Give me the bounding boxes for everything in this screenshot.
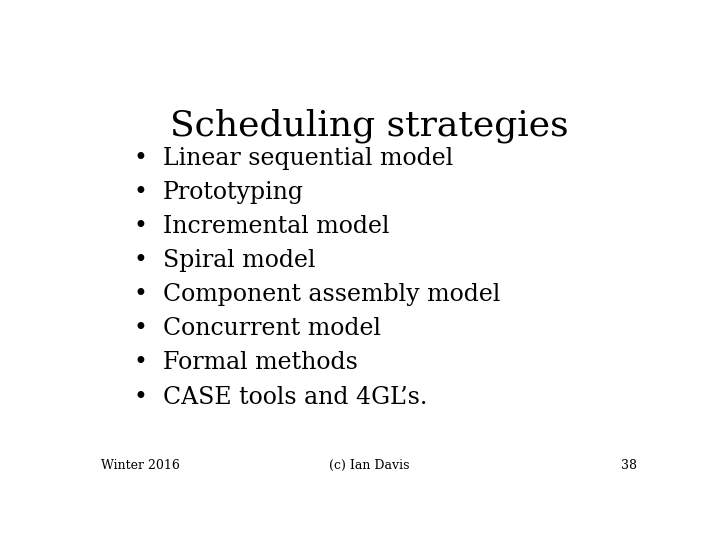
Text: Linear sequential model: Linear sequential model <box>163 147 453 170</box>
Text: Winter 2016: Winter 2016 <box>101 460 180 472</box>
Text: Component assembly model: Component assembly model <box>163 284 500 306</box>
Text: Concurrent model: Concurrent model <box>163 318 381 340</box>
Text: •: • <box>133 249 147 272</box>
Text: Formal methods: Formal methods <box>163 352 357 374</box>
Text: (c) Ian Davis: (c) Ian Davis <box>329 460 409 472</box>
Text: CASE tools and 4GL’s.: CASE tools and 4GL’s. <box>163 386 427 409</box>
Text: Spiral model: Spiral model <box>163 249 315 272</box>
Text: Incremental model: Incremental model <box>163 215 389 238</box>
Text: •: • <box>133 181 147 204</box>
Text: •: • <box>133 352 147 374</box>
Text: •: • <box>133 215 147 238</box>
Text: Prototyping: Prototyping <box>163 181 304 204</box>
Text: Scheduling strategies: Scheduling strategies <box>170 109 568 143</box>
Text: •: • <box>133 318 147 340</box>
Text: 38: 38 <box>621 460 637 472</box>
Text: •: • <box>133 147 147 170</box>
Text: •: • <box>133 284 147 306</box>
Text: •: • <box>133 386 147 409</box>
